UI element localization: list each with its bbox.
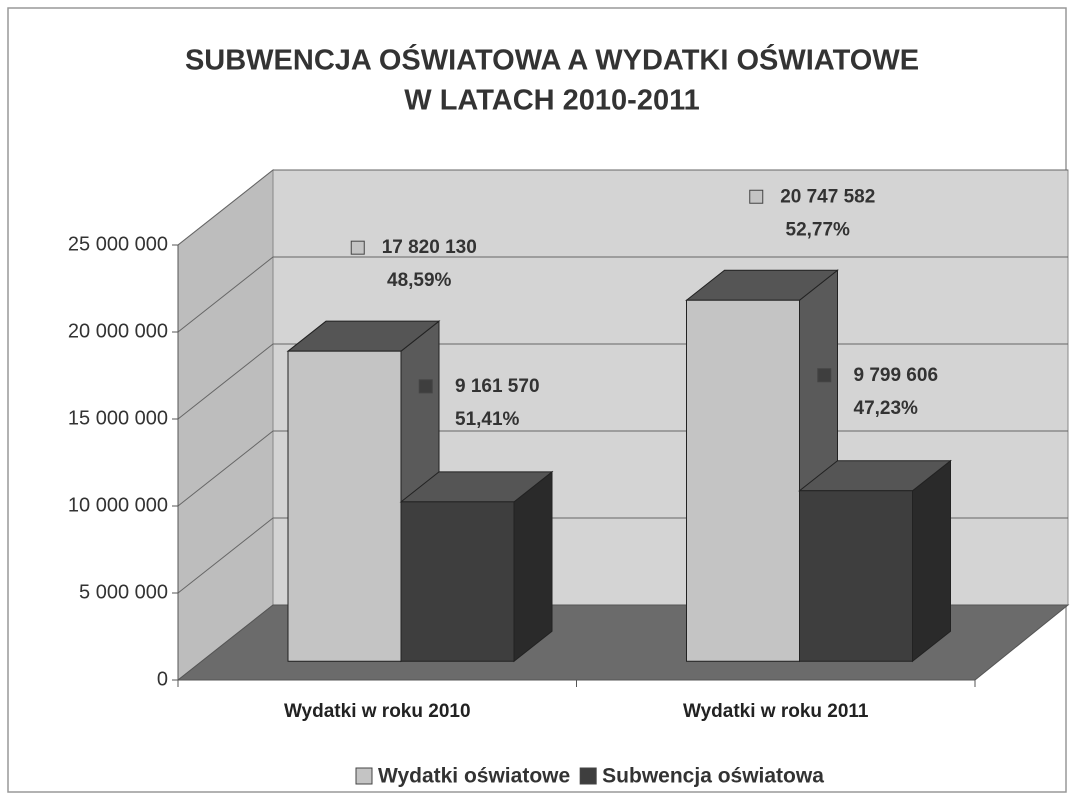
grid-line [177,256,1068,333]
bar-side [912,459,951,663]
bar-side [513,470,553,663]
bar [686,299,800,662]
percentage-label: 47,23% [854,398,919,419]
x-tick-label: Wydatki w roku 2010 [284,701,471,722]
percentage-label: 48,59% [387,270,452,291]
label-key [817,368,832,383]
data-label: 17 820 130 [382,237,477,258]
legend-swatch [579,767,597,785]
grid-line [177,169,1068,246]
legend-label: Wydatki oświatowe [378,765,570,788]
y-tick-label: 0 [157,668,168,690]
label-key [749,189,764,204]
y-tick-label: 5 000 000 [79,581,168,603]
bar [287,350,402,662]
chart-title: SUBWENCJA OŚWIATOWA A WYDATKI OŚWIATOWE [185,43,919,77]
legend-swatch [355,767,373,785]
y-tick-label: 20 000 000 [68,320,168,342]
label-key [350,240,365,255]
percentage-label: 51,41% [455,409,520,430]
percentage-label: 52,77% [786,219,851,240]
chart-title: W LATACH 2010-2011 [404,85,699,117]
legend-label: Subwencja oświatowa [602,765,824,788]
data-label: 20 747 582 [780,186,875,207]
y-tick-label: 25 000 000 [68,233,168,255]
y-tick-label: 10 000 000 [68,494,168,516]
bar [799,490,913,662]
x-tick-label: Wydatki w roku 2011 [683,701,869,722]
data-label: 9 799 606 [853,365,938,386]
data-label: 9 161 570 [455,376,540,397]
bar [400,501,515,662]
y-tick-label: 15 000 000 [68,407,168,429]
label-key [418,379,433,394]
side-wall [177,168,274,682]
